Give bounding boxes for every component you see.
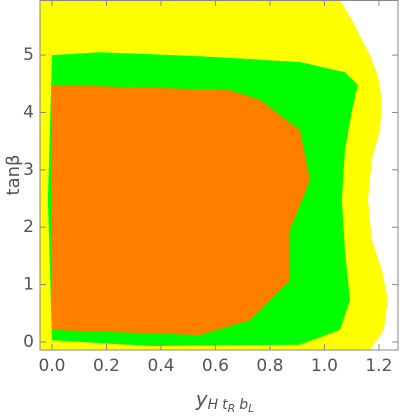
y-tick-label: 4	[23, 102, 34, 122]
x-tick-label: 0.6	[202, 356, 229, 376]
plot-frame	[39, 0, 399, 351]
y-tick-label: 2	[23, 217, 34, 237]
y-axis-label: tanβ	[3, 155, 24, 196]
x-axis-label-part: y	[195, 387, 209, 411]
x-axis-label-part: R	[228, 402, 236, 415]
x-axis-label: yH tR bL	[195, 387, 255, 416]
x-axis-label-part: t	[222, 397, 228, 413]
y-tick-label: 3	[23, 160, 34, 180]
x-tick-label: 1.0	[311, 356, 338, 376]
x-axis-label-part: L	[248, 402, 254, 415]
x-tick-label: 0.8	[256, 356, 283, 376]
x-axis-label-part: b	[239, 397, 248, 413]
y-tick-label: 0	[23, 332, 34, 352]
x-axis-label-part: H	[208, 397, 219, 413]
y-tick-label: 5	[23, 45, 34, 65]
x-tick-label: 0.0	[38, 356, 65, 376]
region	[52, 84, 310, 336]
x-tick-label: 0.4	[147, 356, 174, 376]
x-tick-label: 1.2	[365, 356, 392, 376]
x-tick-label: 0.2	[93, 356, 120, 376]
y-tick-label: 1	[23, 275, 34, 295]
plot-area	[40, 0, 388, 350]
